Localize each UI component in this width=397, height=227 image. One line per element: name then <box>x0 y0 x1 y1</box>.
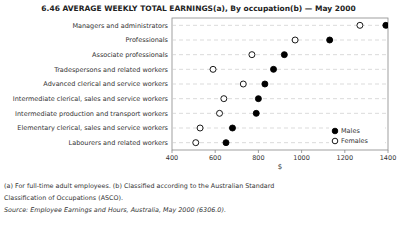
category-label: Intermediate clerical, sales and service… <box>13 95 169 103</box>
x-tick-label: 800 <box>252 154 264 162</box>
dot <box>249 52 255 58</box>
category-label: Associate professionals <box>92 51 169 59</box>
dot <box>197 125 203 131</box>
legend-label: Females <box>341 137 369 145</box>
x-tick-label: 1200 <box>337 154 354 162</box>
grid-line <box>172 113 388 114</box>
x-tick <box>172 150 173 153</box>
dot <box>262 81 268 87</box>
x-tick-label: 400 <box>166 154 178 162</box>
x-tick <box>258 150 259 153</box>
x-axis-label: $ <box>278 163 282 171</box>
x-tick-label: 600 <box>209 154 221 162</box>
annotation: Source: Employee Earnings and Hours, Aus… <box>4 206 226 214</box>
plot-frame <box>172 18 388 150</box>
dot <box>223 140 229 146</box>
x-tick <box>301 150 302 153</box>
x-tick <box>215 150 216 153</box>
category-label: Tradespersons and related workers <box>53 66 168 74</box>
dot <box>383 22 388 28</box>
category-label: Advanced clerical and service workers <box>43 80 168 88</box>
annotation: Classification of Occupations (ASCO). <box>4 194 123 202</box>
legend-label: Males <box>341 127 360 135</box>
category-label: Labourers and related workers <box>69 139 169 147</box>
dot <box>253 110 259 116</box>
dot <box>210 66 216 72</box>
grid-line <box>172 69 388 70</box>
x-tick <box>388 150 389 153</box>
dot <box>193 140 199 146</box>
x-tick-label: 1000 <box>293 154 310 162</box>
grid-line <box>172 54 388 55</box>
annotation: (a) For full-time adult employees. (b) C… <box>4 182 274 190</box>
grid-line <box>172 98 388 99</box>
x-tick <box>344 150 345 153</box>
dot <box>281 52 287 58</box>
dot <box>240 81 246 87</box>
dot <box>217 110 223 116</box>
category-label: Managers and administrators <box>72 22 168 30</box>
dot <box>271 66 277 72</box>
dot <box>327 37 333 43</box>
x-tick-label: 1400 <box>380 154 397 162</box>
chart: 6.46 AVERAGE WEEKLY TOTAL EARNINGS(a), B… <box>0 0 397 227</box>
grid-line <box>172 25 388 26</box>
category-label: Elementary clerical, sales and service w… <box>17 124 168 132</box>
dot <box>229 125 235 131</box>
dot <box>221 96 227 102</box>
legend-swatch <box>332 138 338 144</box>
title: 6.46 AVERAGE WEEKLY TOTAL EARNINGS(a), B… <box>41 4 355 13</box>
category-label: Professionals <box>126 36 169 44</box>
dot <box>357 22 363 28</box>
legend-swatch <box>332 128 338 134</box>
category-label: Intermediate production and transport wo… <box>15 110 169 118</box>
legend-background <box>329 124 385 147</box>
dot <box>255 96 261 102</box>
dot <box>292 37 298 43</box>
grid-line <box>172 84 388 85</box>
grid-line <box>172 40 388 41</box>
marks <box>193 22 388 145</box>
